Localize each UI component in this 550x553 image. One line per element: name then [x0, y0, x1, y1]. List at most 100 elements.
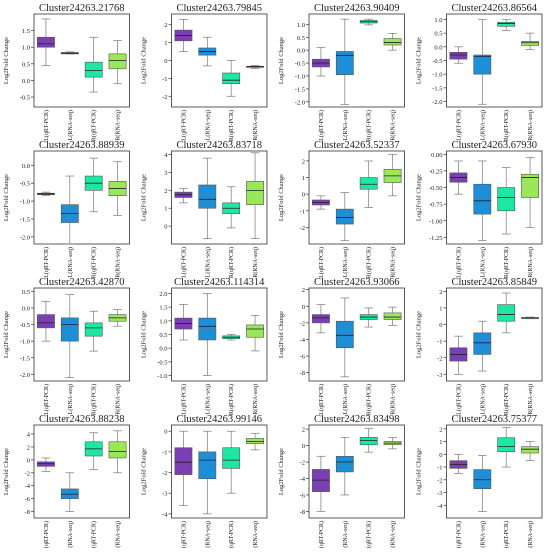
y-tick-label: 0 — [164, 429, 167, 436]
x-tick-label: L(RNA-seq) — [342, 384, 349, 414]
x-tick-label: L(qRT-PCR) — [455, 110, 462, 141]
x-tick-label: L(RNA-seq) — [479, 521, 486, 548]
chart-title: Cluster24263.83718 — [177, 140, 262, 151]
y-tick-label: 0.5 — [434, 31, 442, 38]
y-tick-label: -8 — [25, 509, 30, 516]
y-tick-label: 2 — [439, 289, 442, 296]
y-axis-label: Log2Fold Change — [141, 37, 148, 84]
chart-panel: Cluster24263.67930 Log2Fold Change -1.25 -1… — [416, 140, 543, 278]
x-tick-label: L(qRT-PCR) — [455, 384, 462, 415]
x-tick-label: R(qRT-PCR) — [503, 384, 510, 415]
x-tick-label: R(RNA-seq) — [252, 384, 259, 415]
y-tick-label: 1.5 — [22, 28, 30, 35]
y-axis-label: Log2Fold Change — [416, 448, 423, 495]
y-tick-label: 1 — [302, 175, 305, 182]
box-iqr — [497, 304, 516, 322]
plot-frame — [446, 13, 543, 108]
y-tick-label: -3 — [437, 372, 442, 379]
x-tick-label: L(qRT-PCR) — [455, 521, 462, 548]
y-tick-label: 0.0 — [434, 44, 442, 51]
box-iqr — [246, 438, 264, 444]
y-tick-label: -2.0 — [20, 372, 30, 379]
chart-title: Cluster24263.88939 — [39, 140, 124, 151]
box-iqr — [60, 317, 79, 342]
y-tick-label: 2 — [302, 158, 305, 165]
x-tick-label: L(RNA-seq) — [67, 110, 74, 140]
y-tick-label: -1.0 — [432, 72, 442, 79]
y-tick-label: -1.0 — [157, 373, 167, 380]
x-tick-label: L(RNA-seq) — [342, 247, 349, 277]
box-iqr — [335, 320, 354, 349]
plot-frame — [308, 287, 405, 382]
box-iqr — [359, 437, 378, 446]
box-iqr — [198, 317, 217, 341]
y-axis-label: Log2Fold Change — [416, 311, 423, 358]
y-axis-label: Log2Fold Change — [141, 448, 148, 495]
y-tick-label: 4 — [164, 152, 168, 159]
x-tick-label: R(RNA-seq) — [390, 110, 397, 141]
y-tick-label: -2 — [25, 470, 30, 477]
y-tick-label: -1.5 — [20, 216, 30, 223]
chart-title: Cluster24263.86564 — [452, 3, 538, 14]
x-tick-label: L(RNA-seq) — [342, 110, 349, 140]
y-tick-label: 1 — [164, 40, 167, 47]
y-tick-label: 0 — [302, 192, 305, 199]
y-tick-label: 0.0 — [22, 305, 30, 312]
x-tick-label: R(qRT-PCR) — [366, 384, 373, 415]
x-tick-label: R(RNA-seq) — [115, 521, 122, 548]
y-tick-label: 0 — [302, 304, 305, 311]
y-tick-label: -0.5 — [295, 61, 305, 68]
x-tick-label: R(RNA-seq) — [527, 384, 534, 415]
y-tick-label: 0.5 — [22, 61, 30, 68]
y-tick-label: -2.0 — [20, 234, 30, 241]
y-tick-label: 2.0 — [159, 291, 167, 298]
y-axis-label: Log2Fold Change — [416, 37, 423, 84]
y-tick-label: -1.00 — [429, 218, 443, 225]
x-tick-label: R(RNA-seq) — [390, 247, 397, 278]
chart-panel: Cluster24263.86564 Log2Fold Change -2.0 -1.… — [416, 3, 543, 141]
box-iqr — [37, 314, 55, 329]
y-tick-label: 2 — [27, 444, 30, 451]
y-tick-label: 0.0 — [22, 78, 30, 85]
y-tick-label: 1.0 — [297, 22, 305, 29]
y-tick-label: -2 — [300, 460, 305, 467]
x-tick-label: L(qRT-PCR) — [318, 384, 325, 415]
x-tick-label: R(RNA-seq) — [527, 110, 534, 141]
y-tick-label: -1.5 — [295, 86, 305, 93]
box-iqr — [108, 441, 127, 459]
y-tick-label: 0.5 — [22, 289, 30, 296]
box-iqr — [246, 324, 264, 338]
y-tick-label: -1.0 — [20, 339, 30, 346]
chart-title: Cluster24263.90409 — [314, 3, 399, 14]
x-tick-label: L(qRT-PCR) — [180, 247, 187, 278]
x-tick-label: R(qRT-PCR) — [91, 384, 98, 415]
y-tick-label: 0.5 — [159, 332, 167, 339]
y-tick-label: 2 — [439, 426, 442, 433]
y-axis-label: Log2Fold Change — [278, 37, 285, 84]
x-tick-label: R(RNA-seq) — [115, 247, 122, 278]
y-tick-label: 4 — [27, 432, 31, 439]
x-tick-label: L(RNA-seq) — [342, 521, 349, 548]
plot-frame — [171, 13, 268, 108]
x-tick-label: R(RNA-seq) — [390, 384, 397, 415]
y-tick-label: 1.0 — [159, 318, 167, 325]
x-tick-label: L(RNA-seq) — [204, 521, 211, 548]
x-tick-label: R(qRT-PCR) — [366, 247, 373, 278]
plot-frame — [446, 150, 543, 245]
box-iqr — [521, 446, 539, 454]
box-iqr — [473, 332, 492, 355]
y-tick-label: -1.5 — [20, 355, 30, 362]
x-tick-label: L(qRT-PCR) — [43, 247, 50, 278]
x-tick-label: R(RNA-seq) — [115, 110, 122, 141]
x-tick-label: L(RNA-seq) — [67, 247, 74, 277]
y-tick-label: 1 — [439, 439, 442, 446]
x-tick-label: R(qRT-PCR) — [366, 110, 373, 141]
chart-panel: Cluster24263.42870 Log2Fold Change -2.0 -1.… — [3, 277, 130, 415]
x-tick-label: R(qRT-PCR) — [228, 110, 235, 141]
x-tick-label: R(qRT-PCR) — [503, 110, 510, 141]
y-tick-label: -3 — [437, 490, 442, 497]
chart-title: Cluster24263.99146 — [177, 414, 262, 425]
x-tick-label: L(qRT-PCR) — [318, 110, 325, 141]
